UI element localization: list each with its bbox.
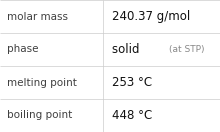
Text: melting point: melting point bbox=[7, 77, 77, 88]
Text: 240.37 g/mol: 240.37 g/mol bbox=[112, 10, 191, 23]
Text: 253 °C: 253 °C bbox=[112, 76, 152, 89]
Text: phase: phase bbox=[7, 44, 38, 55]
Text: (at STP): (at STP) bbox=[169, 45, 205, 54]
Text: solid: solid bbox=[112, 43, 147, 56]
Text: molar mass: molar mass bbox=[7, 11, 68, 22]
Text: boiling point: boiling point bbox=[7, 110, 72, 121]
Text: 448 °C: 448 °C bbox=[112, 109, 152, 122]
